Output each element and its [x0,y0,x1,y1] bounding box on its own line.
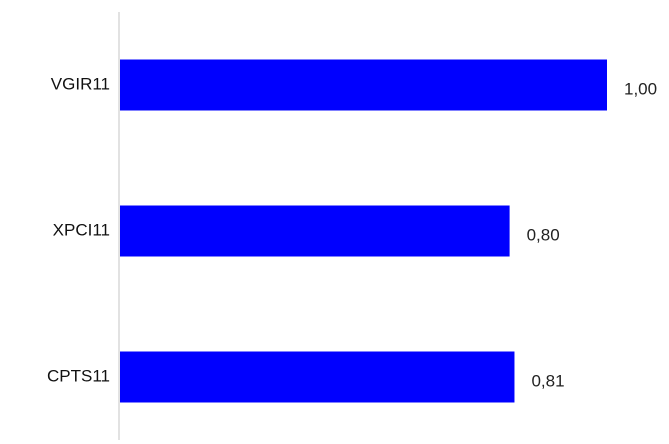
bar-vgir11 [120,59,607,111]
category-label-cpts11: CPTS11 [47,366,110,385]
value-label-cpts11: 0,81 [531,371,564,390]
bar-cpts11 [120,351,515,403]
category-label-vgir11: VGIR11 [51,74,110,93]
bar-xpci11 [120,205,510,257]
value-label-xpci11: 0,80 [527,225,560,244]
value-label-vgir11: 1,00 [624,79,657,98]
category-label-xpci11: XPCI11 [53,220,110,239]
